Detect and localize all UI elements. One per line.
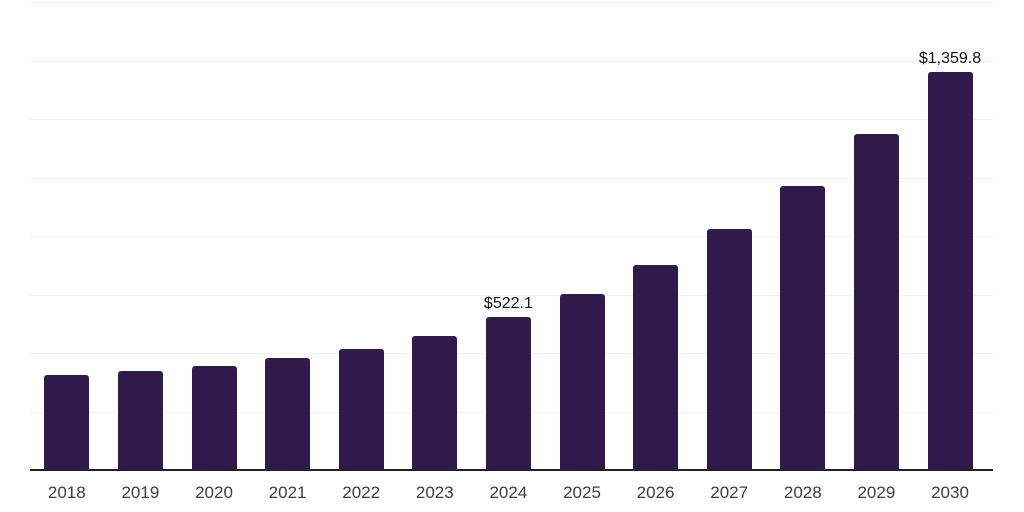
x-axis-label-2020: 2020 <box>195 483 233 502</box>
bar-2028[interactable] <box>780 186 826 470</box>
bar-2025[interactable] <box>559 293 605 470</box>
x-axis-label-2027: 2027 <box>710 483 749 502</box>
bar-2022[interactable] <box>338 348 384 470</box>
x-axis-line <box>30 469 993 471</box>
x-axis-label-2018: 2018 <box>47 483 86 502</box>
gridline-1400 <box>30 61 993 62</box>
gridline-800 <box>30 236 993 237</box>
x-axis-label-2022: 2022 <box>342 483 381 502</box>
x-axis-label-2025: 2025 <box>563 483 601 502</box>
x-axis-label-2021: 2021 <box>268 483 307 502</box>
x-axis-label-2023: 2023 <box>415 483 454 502</box>
x-axis-label-2026: 2026 <box>636 483 675 502</box>
gridline-1600 <box>30 2 993 3</box>
value-label-2030: $1,359.8 <box>918 50 982 68</box>
x-axis-label-2024: 2024 <box>489 483 528 502</box>
bar-2018[interactable] <box>44 374 90 470</box>
bar-2024[interactable] <box>485 317 531 470</box>
gridline-1000 <box>30 178 993 179</box>
x-axis-label-2028: 2028 <box>783 483 822 502</box>
bar-2026[interactable] <box>633 265 679 470</box>
gridline-600 <box>30 295 993 296</box>
x-axis-label-2029: 2029 <box>857 483 896 502</box>
bar-2020[interactable] <box>191 365 237 470</box>
value-label-2024: $522.1 <box>483 295 533 313</box>
x-axis-label-2019: 2019 <box>121 483 160 502</box>
bar-2029[interactable] <box>853 133 899 470</box>
gridline-1200 <box>30 119 993 120</box>
bar-2019[interactable] <box>117 371 163 470</box>
x-axis-label-2030: 2030 <box>931 483 969 502</box>
bar-2030[interactable] <box>927 72 973 470</box>
bar-2027[interactable] <box>706 229 752 470</box>
bar-2023[interactable] <box>412 336 458 470</box>
bar-2021[interactable] <box>265 358 311 470</box>
